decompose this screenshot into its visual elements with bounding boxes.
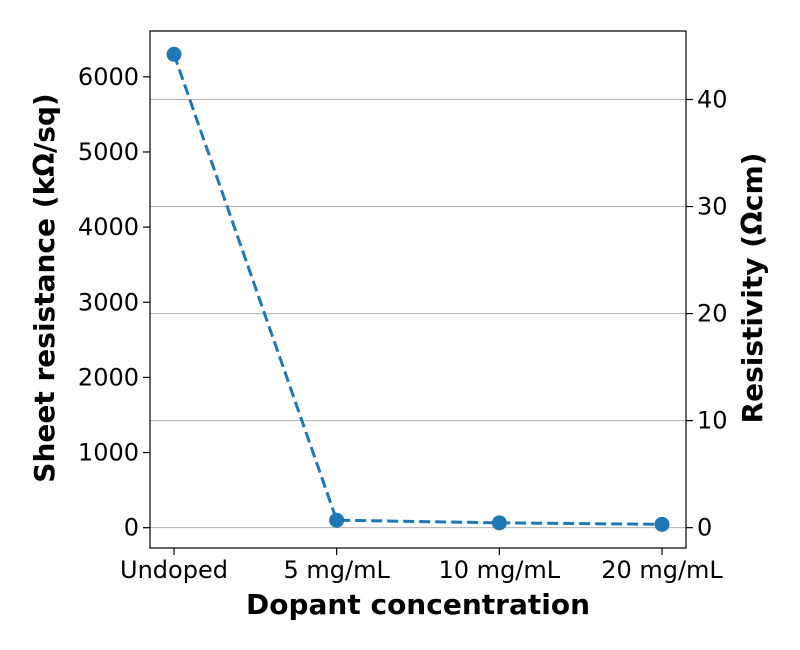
data-point (491, 515, 507, 531)
left-tick-label: 6000 (78, 63, 139, 91)
right-y-axis: 0 10 20 30 40 (686, 86, 728, 542)
right-tick-label: 10 (697, 407, 728, 435)
left-y-axis: 0 1000 2000 3000 4000 5000 6000 (78, 63, 150, 542)
right-tick-label: 30 (697, 193, 728, 221)
left-tick-label: 5000 (78, 138, 139, 166)
right-tick-label: 40 (697, 86, 728, 114)
plot-frame (149, 30, 687, 549)
left-tick-label: 0 (124, 514, 139, 542)
x-axis-title: Dopant concentration (246, 588, 590, 621)
right-y-axis-title: Resistivity (Ωcm) (736, 153, 769, 424)
x-tick-label: 20 mg/mL (601, 556, 723, 584)
series-layer (166, 46, 670, 532)
x-tick-label: Undoped (120, 556, 228, 584)
data-point (329, 512, 345, 528)
left-tick-label: 3000 (78, 288, 139, 316)
right-tick-label: 0 (697, 514, 712, 542)
left-tick-label: 4000 (78, 213, 139, 241)
x-tick-label: 5 mg/mL (283, 556, 390, 584)
data-point (654, 516, 670, 532)
right-tick-label: 20 (697, 300, 728, 328)
left-tick-label: 1000 (78, 439, 139, 467)
series-line (172, 53, 663, 526)
left-y-axis-title: Sheet resistance (kΩ/sq) (28, 93, 61, 482)
data-point (166, 46, 182, 62)
x-axis: Undoped 5 mg/mL 10 mg/mL 20 mg/mL (120, 548, 723, 584)
left-tick-label: 2000 (78, 363, 139, 391)
x-tick-label: 10 mg/mL (439, 556, 561, 584)
grid-lines (150, 99, 686, 529)
